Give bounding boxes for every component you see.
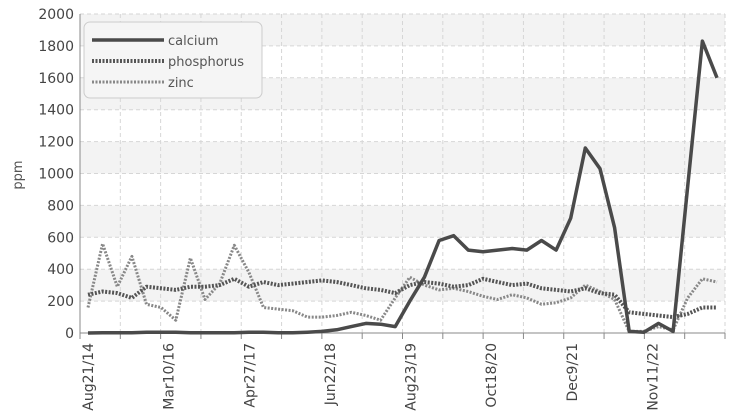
x-tick-label: Apr27/17 <box>242 343 258 408</box>
y-tick-labels: 0 200 400 600 800 1000 1200 1400 1600 1800 2000 <box>38 7 74 342</box>
legend-label-zinc: zinc <box>168 76 194 91</box>
y-tick-label: 1000 <box>38 167 74 183</box>
series-line-zinc <box>86 242 718 333</box>
x-tick-label: Dec9/21 <box>565 343 581 402</box>
y-tick-label: 2000 <box>38 7 74 23</box>
y-tick-label: 1400 <box>38 103 74 119</box>
y-axis-label: ppm <box>11 160 26 189</box>
y-tick-label: 200 <box>47 294 74 310</box>
y-tick-label: 1600 <box>38 71 74 87</box>
y-tick-label: 400 <box>47 262 74 278</box>
x-tick-label: Oct18/20 <box>484 343 500 408</box>
x-tick-label: Nov11/22 <box>645 343 661 411</box>
y-tick-label: 1800 <box>38 39 74 55</box>
y-tick-label: 600 <box>47 230 74 246</box>
x-tick-label: Aug21/14 <box>81 343 97 411</box>
legend-label-calcium: calcium <box>168 34 218 49</box>
series-line-calcium <box>87 39 719 335</box>
series-line-phosphorus <box>87 276 717 320</box>
x-tick-label: Mar10/16 <box>162 343 178 410</box>
series-lines <box>86 39 719 335</box>
legend: calcium phosphorus zinc <box>83 21 263 99</box>
y-tick-label: 1200 <box>38 135 74 151</box>
y-tick-label: 800 <box>47 198 74 214</box>
y-tick-label: 0 <box>65 326 74 342</box>
x-tick-label: Aug23/19 <box>404 343 420 411</box>
x-tick-labels: Aug21/14 Mar10/16 Apr27/17 Jun22/18 Aug23/19… <box>81 343 661 411</box>
x-tick-label: Jun22/18 <box>323 343 339 406</box>
legend-label-phosphorus: phosphorus <box>168 55 244 70</box>
